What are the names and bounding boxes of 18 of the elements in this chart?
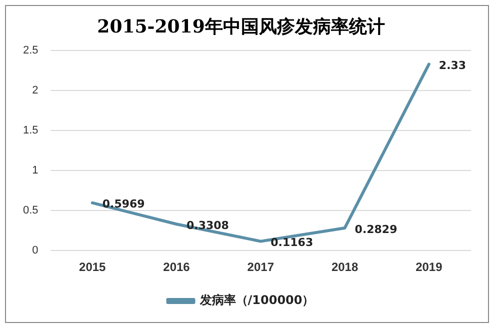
- x-tick-label: 2019: [416, 260, 443, 274]
- x-tick-label: 2016: [163, 260, 190, 274]
- y-tick-label: 0: [32, 244, 38, 257]
- chart-title: 2015-2019年中国风疹发病率统计: [97, 16, 385, 38]
- data-label: 2.33: [438, 59, 466, 72]
- data-label: 0.2829: [354, 222, 398, 236]
- x-tick-label: 2015: [79, 260, 106, 274]
- data-label: 0.5969: [102, 198, 145, 211]
- legend-label: 发病率（/100000）: [198, 293, 314, 308]
- y-tick-label: 2.5: [22, 44, 38, 57]
- data-label: 0.3308: [186, 218, 229, 232]
- data-label: 0.1163: [270, 236, 314, 250]
- x-tick-label: 2017: [247, 260, 274, 274]
- y-tick-label: 1.5: [22, 124, 38, 137]
- y-tick-label: 2: [32, 84, 38, 97]
- y-tick-label: 1: [32, 164, 38, 177]
- y-tick-label: 0.5: [22, 204, 38, 217]
- x-tick-label: 2018: [331, 260, 358, 274]
